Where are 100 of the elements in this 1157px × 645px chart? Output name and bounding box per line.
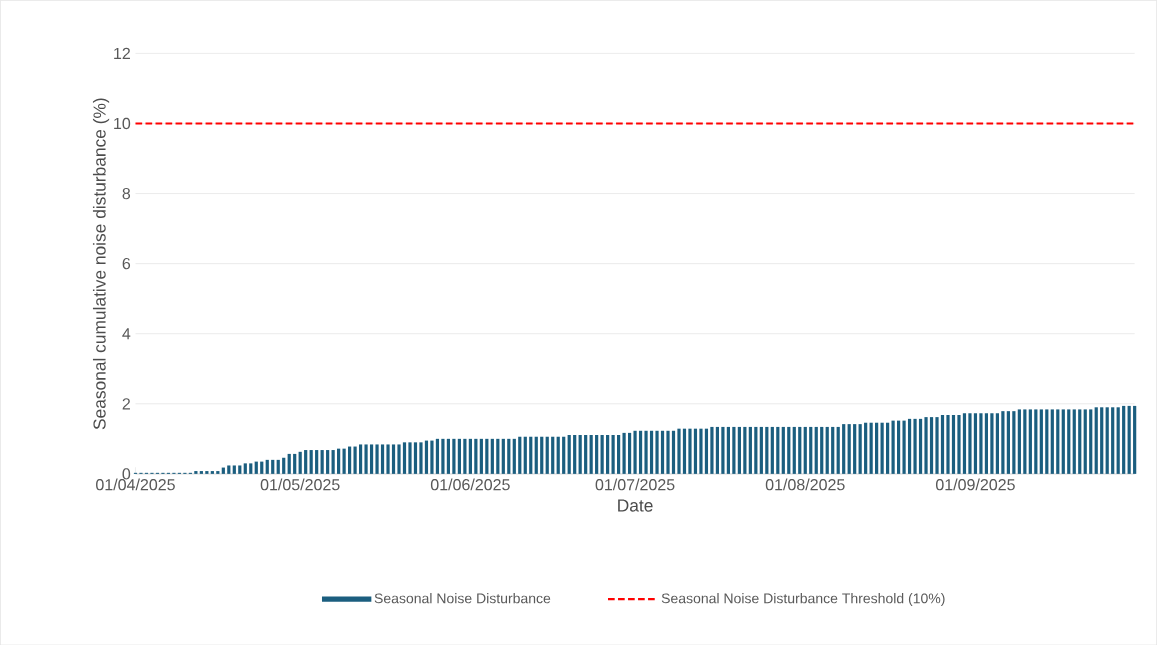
bar (1006, 410, 1010, 474)
bar (402, 442, 407, 474)
bar (375, 444, 379, 474)
bar (424, 440, 429, 474)
bar (1083, 409, 1087, 474)
y-tick-label: 12 (114, 47, 130, 59)
bar (1001, 410, 1005, 474)
bar (776, 426, 780, 474)
bar (413, 442, 418, 474)
bar (842, 423, 846, 474)
bar (1089, 409, 1093, 474)
bar (540, 436, 544, 474)
x-tick-label: 01/08/2025 (765, 478, 845, 491)
bar (858, 423, 862, 474)
bar (309, 449, 313, 474)
bar (869, 422, 873, 474)
bar (644, 430, 648, 474)
bar (265, 459, 269, 474)
bar (380, 444, 385, 474)
bar (397, 444, 401, 474)
bar (968, 413, 972, 474)
y-tick-label: 2 (122, 398, 130, 410)
bar (600, 434, 604, 474)
bar (315, 449, 319, 474)
bar (1111, 407, 1115, 474)
bar (282, 457, 286, 474)
bar (556, 436, 560, 474)
x-tick-label: 01/05/2025 (260, 478, 340, 491)
bar (391, 444, 396, 474)
bar (1034, 409, 1038, 474)
bar (446, 438, 451, 474)
bar (1100, 407, 1104, 474)
bar (578, 434, 582, 474)
bar (1039, 409, 1043, 474)
bar (973, 413, 978, 474)
bar (781, 426, 785, 474)
bar (545, 436, 549, 474)
bar (847, 423, 851, 474)
bar (232, 465, 236, 474)
y-tick-label: 6 (122, 257, 131, 270)
bar (501, 438, 505, 474)
bar (743, 426, 747, 474)
x-tick-label: 01/07/2025 (595, 478, 675, 491)
bar (485, 438, 489, 474)
bar (617, 434, 621, 474)
bar (1050, 409, 1054, 474)
bar (1127, 405, 1131, 474)
bar (1012, 410, 1016, 474)
bar (386, 444, 390, 474)
bar (243, 463, 247, 474)
bar (737, 426, 741, 474)
bar (331, 449, 335, 474)
bar (320, 449, 324, 474)
bar (1017, 409, 1021, 474)
bar (194, 470, 198, 474)
bar (518, 436, 522, 474)
bar (638, 430, 643, 474)
bar (216, 470, 220, 474)
bar (798, 426, 802, 474)
bar (748, 426, 752, 474)
bar (836, 426, 840, 474)
bar (567, 434, 571, 474)
bar (864, 422, 868, 474)
bar (342, 448, 346, 474)
bar (468, 438, 472, 474)
bar (287, 453, 291, 474)
bar (441, 438, 445, 474)
bar (611, 434, 615, 474)
bar (649, 430, 654, 474)
bar (199, 470, 203, 474)
bar (957, 414, 961, 474)
bar (496, 438, 500, 474)
bar (1061, 409, 1065, 474)
bar (627, 432, 632, 474)
bar (435, 438, 440, 474)
bar (803, 426, 807, 474)
bar (913, 418, 917, 474)
bar (880, 422, 884, 474)
bar (891, 420, 895, 474)
bar (534, 436, 538, 474)
bar (875, 422, 879, 474)
bar (260, 461, 264, 474)
bar (1045, 409, 1049, 474)
bar (408, 442, 412, 474)
bar (809, 426, 813, 474)
bar (770, 426, 774, 474)
bar (364, 444, 368, 474)
bar (457, 438, 461, 474)
bar (732, 426, 736, 474)
bar (792, 426, 796, 474)
bar (249, 463, 253, 474)
bar (210, 470, 214, 474)
bar (979, 413, 983, 474)
bar (562, 436, 566, 474)
bar (589, 434, 593, 474)
bar (765, 426, 769, 474)
bar (304, 449, 308, 474)
bar (633, 430, 637, 474)
bar (353, 446, 357, 474)
bar (584, 434, 588, 474)
